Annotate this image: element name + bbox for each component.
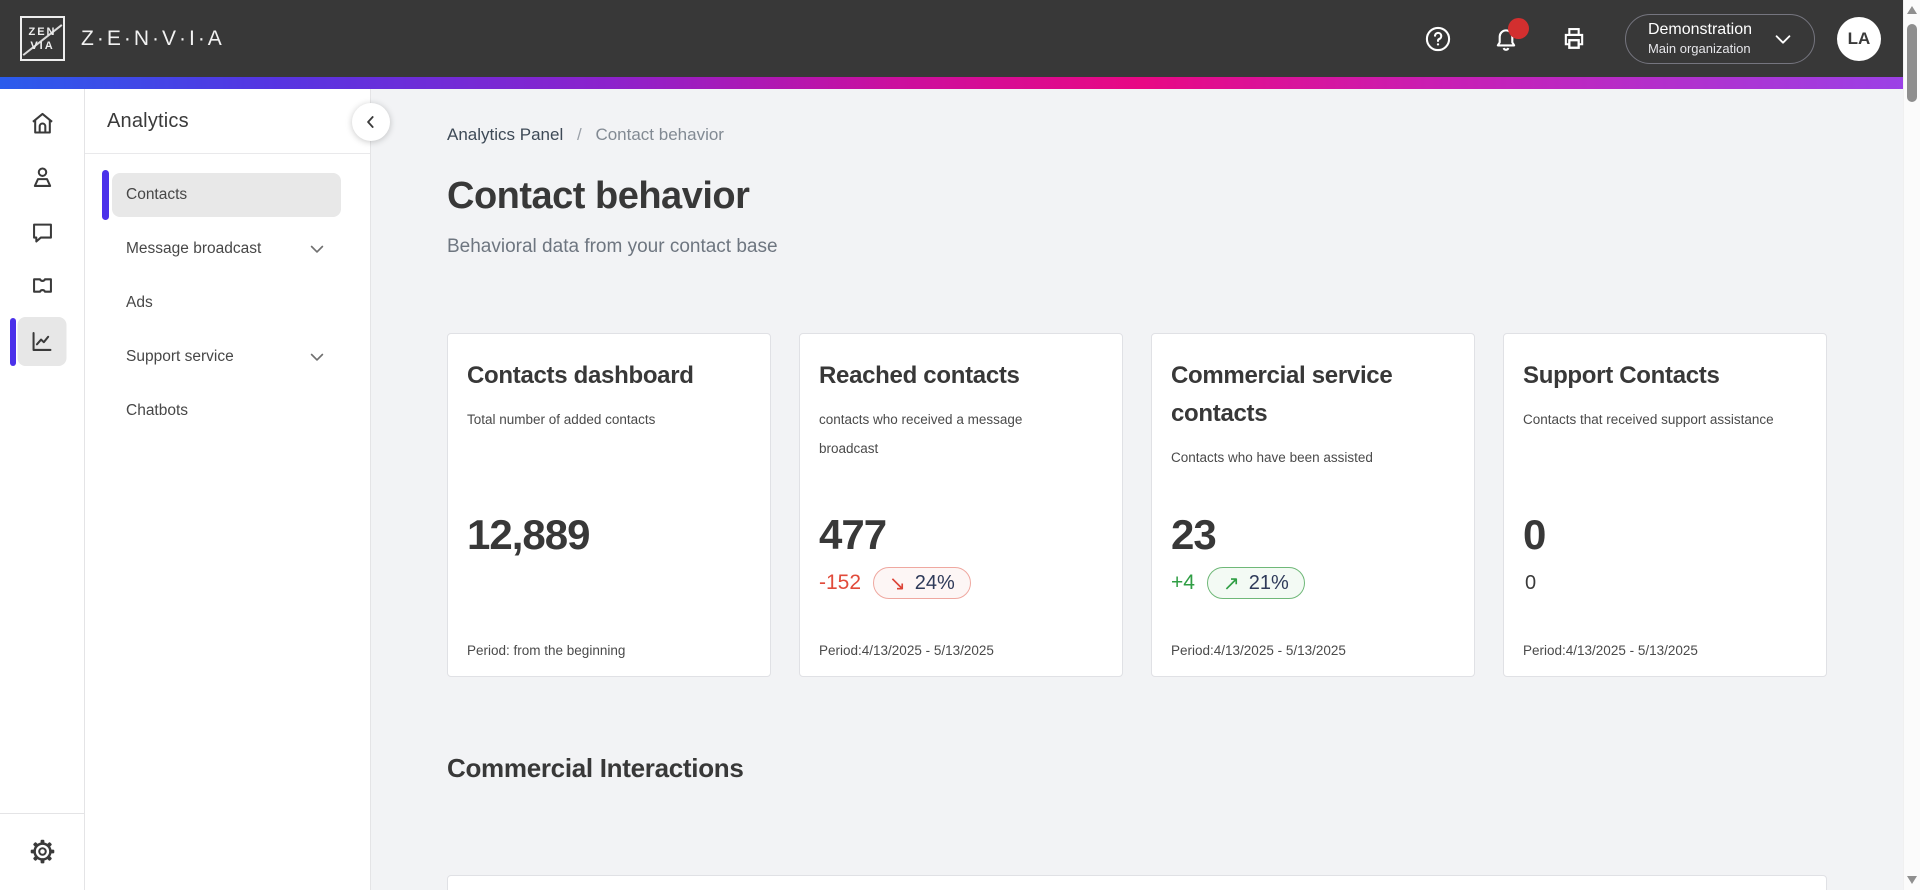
menu-item-contacts[interactable]: Contacts — [102, 170, 341, 220]
scrollbar-up-arrow[interactable] — [1907, 6, 1917, 14]
card-contacts-dashboard: Contacts dashboard Total number of added… — [447, 333, 771, 677]
menu-item-chatbots[interactable]: Chatbots — [112, 389, 341, 433]
menu-item-label: Chatbots — [126, 402, 189, 419]
arrow-down-right-icon: ↘ — [889, 572, 906, 595]
sidebar-item-home[interactable] — [21, 102, 63, 144]
zenvia-logo-icon: ZEN VIA — [20, 16, 65, 61]
active-rail-indicator — [10, 318, 16, 366]
main-content: Analytics Panel / Contact behavior Conta… — [371, 89, 1903, 890]
rail-divider — [0, 813, 84, 814]
card-title: Contacts dashboard — [467, 362, 694, 389]
breadcrumb-separator: / — [576, 125, 582, 144]
card-value: 0 — [1523, 511, 1546, 558]
breadcrumb-analytics-panel[interactable]: Analytics Panel — [447, 125, 564, 144]
card-value: 12,889 — [467, 511, 590, 558]
kpi-cards-row: Contacts dashboard Total number of added… — [447, 333, 1903, 677]
page-title: Contact behavior — [447, 175, 750, 217]
notification-badge — [1507, 17, 1529, 39]
menu-item-ads[interactable]: Ads — [112, 281, 341, 325]
analytics-sidebar: Analytics Contacts Message broadcast Ad — [85, 89, 390, 890]
brand-logo[interactable]: ZEN VIA Z·E·N·V·I·A — [20, 16, 225, 61]
chevron-left-icon — [361, 112, 381, 132]
sidebar-collapse-button[interactable] — [352, 103, 390, 141]
page-body: Analytics Contacts Message broadcast Ad — [0, 89, 1903, 890]
organization-subtitle: Main organization — [1647, 41, 1751, 56]
printer-icon — [1560, 25, 1588, 53]
card-description: Contacts who have been assisted — [1171, 450, 1373, 465]
card-period: Period: from the beginning — [467, 643, 626, 658]
sidebar-item-conversations[interactable] — [21, 211, 63, 253]
organization-switcher[interactable]: Demonstration Main organization — [1624, 13, 1815, 64]
card-title: Commercial service contacts — [1171, 362, 1393, 427]
card-secondary-value: 0 — [1525, 572, 1537, 594]
menu-item-message-broadcast[interactable]: Message broadcast — [112, 227, 341, 271]
settings-gear-icon — [29, 838, 56, 865]
print-button[interactable] — [1559, 24, 1589, 54]
ticket-icon — [29, 272, 56, 299]
icon-rail — [0, 89, 85, 890]
card-value: 23 — [1171, 511, 1217, 558]
card-period: Period:4/13/2025 - 5/13/2025 — [1171, 643, 1346, 658]
topbar-actions: Demonstration Main organization LA — [1385, 13, 1881, 64]
breadcrumb-current: Contact behavior — [595, 125, 724, 144]
chevron-down-icon — [1772, 28, 1794, 50]
menu-item-support-service[interactable]: Support service — [112, 335, 341, 379]
card-description: Contacts that received support assistanc… — [1523, 412, 1774, 427]
sidebar-item-tickets[interactable] — [21, 264, 63, 306]
card-period: Period:4/13/2025 - 5/13/2025 — [819, 643, 994, 658]
card-value: 477 — [819, 511, 887, 558]
analytics-chart-icon — [29, 328, 56, 355]
logo-text-top: ZEN — [28, 25, 57, 38]
card-commercial-service-contacts: Commercial service contacts Contacts who… — [1151, 333, 1475, 677]
topbar: ZEN VIA Z·E·N·V·I·A — [0, 0, 1903, 77]
active-menu-indicator — [102, 170, 109, 220]
delta-value: -152 — [819, 571, 862, 594]
card-description: contacts who received a message broadcas… — [819, 412, 1023, 456]
analytics-menu: Contacts Message broadcast Ads Support s… — [85, 170, 370, 443]
card-title: Reached contacts — [819, 362, 1020, 389]
user-avatar[interactable]: LA — [1837, 16, 1881, 61]
card-delta-row: -152 ↘ 24% — [819, 567, 971, 599]
scrollbar-thumb[interactable] — [1907, 24, 1917, 102]
section-title-commercial-interactions: Commercial Interactions — [447, 753, 744, 783]
badge-percent: 24% — [914, 571, 955, 594]
logo-text-bottom: VIA — [30, 39, 55, 52]
sidebar-item-analytics[interactable] — [17, 317, 67, 366]
percentage-badge: ↘ 24% — [873, 567, 971, 599]
commercial-interactions-card — [447, 875, 1827, 890]
scrollbar-down-arrow[interactable] — [1907, 876, 1917, 884]
menu-item-label: Support service — [126, 348, 234, 365]
notifications-button[interactable] — [1491, 17, 1529, 54]
menu-item-label: Contacts — [126, 186, 188, 203]
card-description: Total number of added contacts — [467, 412, 656, 427]
arrow-up-right-icon: ↗ — [1222, 572, 1240, 595]
sidebar-title: Analytics — [107, 110, 189, 132]
accent-gradient-bar — [0, 77, 1903, 89]
breadcrumb: Analytics Panel / Contact behavior — [447, 125, 724, 145]
card-period: Period:4/13/2025 - 5/13/2025 — [1523, 643, 1698, 658]
brand-wordmark: Z·E·N·V·I·A — [81, 26, 225, 50]
card-title: Support Contacts — [1523, 362, 1720, 389]
card-support-contacts: Support Contacts Contacts that received … — [1503, 333, 1827, 677]
sidebar-divider — [85, 153, 370, 154]
sidebar-item-settings[interactable] — [21, 830, 63, 872]
contacts-person-icon — [29, 164, 56, 191]
home-icon — [29, 110, 56, 137]
percentage-badge: ↗ 21% — [1206, 567, 1305, 599]
chevron-down-icon — [307, 239, 327, 259]
sidebar-item-contacts[interactable] — [21, 156, 63, 198]
delta-value: +4 — [1171, 571, 1195, 594]
chat-bubble-icon — [29, 219, 56, 246]
chevron-down-icon — [307, 347, 327, 367]
page-subtitle: Behavioral data from your contact base — [447, 236, 778, 257]
menu-item-label: Ads — [126, 294, 153, 311]
page-scrollbar[interactable] — [1903, 0, 1920, 890]
badge-percent: 21% — [1248, 571, 1289, 594]
card-reached-contacts: Reached contacts contacts who received a… — [799, 333, 1123, 677]
help-button[interactable] — [1423, 24, 1453, 54]
card-delta-row: +4 ↗ 21% — [1171, 567, 1305, 599]
organization-name: Demonstration — [1647, 21, 1752, 38]
menu-item-label: Message broadcast — [126, 240, 262, 257]
help-icon — [1424, 25, 1452, 53]
